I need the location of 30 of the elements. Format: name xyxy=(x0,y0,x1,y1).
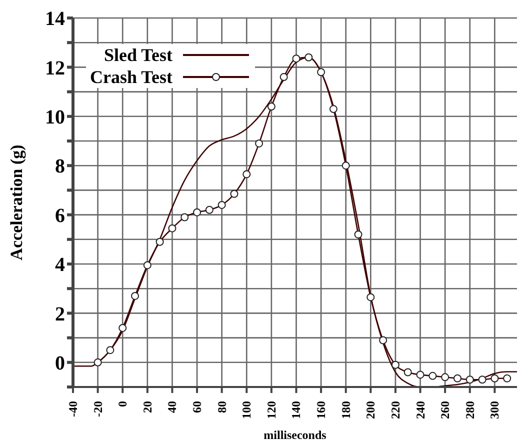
x-tick-label: 0 xyxy=(116,401,130,407)
y-tick-label: 0 xyxy=(55,352,65,374)
y-axis-title: Acceleration (g) xyxy=(7,144,26,260)
y-tick-label: 10 xyxy=(45,106,65,128)
y-tick-label: 2 xyxy=(55,303,65,326)
x-tick-label: 280 xyxy=(462,401,477,419)
x-tick-label: 140 xyxy=(289,401,304,419)
x-tick-label: 60 xyxy=(190,401,204,413)
y-tick-label: 6 xyxy=(55,204,65,227)
x-tick-label: 120 xyxy=(264,401,278,419)
x-tick-label: 40 xyxy=(165,401,180,413)
legend-label: Sled Test xyxy=(103,44,173,66)
x-tick-label: 20 xyxy=(140,401,154,413)
y-tick-label: 4 xyxy=(55,254,65,276)
x-tick-label: -40 xyxy=(66,401,80,417)
x-tick-label: 80 xyxy=(214,401,229,413)
x-tick-label: 240 xyxy=(413,401,428,419)
x-tick-label: -20 xyxy=(90,401,105,417)
y-tick-label: 12 xyxy=(45,57,65,80)
legend-label: Crash Test xyxy=(90,66,173,88)
x-tick-label: 100 xyxy=(240,401,254,419)
x-axis-title: milliseconds xyxy=(264,428,327,442)
x-tick-label: 160 xyxy=(314,401,328,419)
x-tick-label: 220 xyxy=(388,401,402,419)
x-tick-label: 260 xyxy=(438,401,452,419)
x-tick-label: 200 xyxy=(364,401,378,419)
x-tick-label: 180 xyxy=(338,401,353,419)
y-tick-label: 14 xyxy=(45,8,65,30)
x-tick-label: 300 xyxy=(488,401,502,419)
y-tick-label: 8 xyxy=(55,156,65,178)
